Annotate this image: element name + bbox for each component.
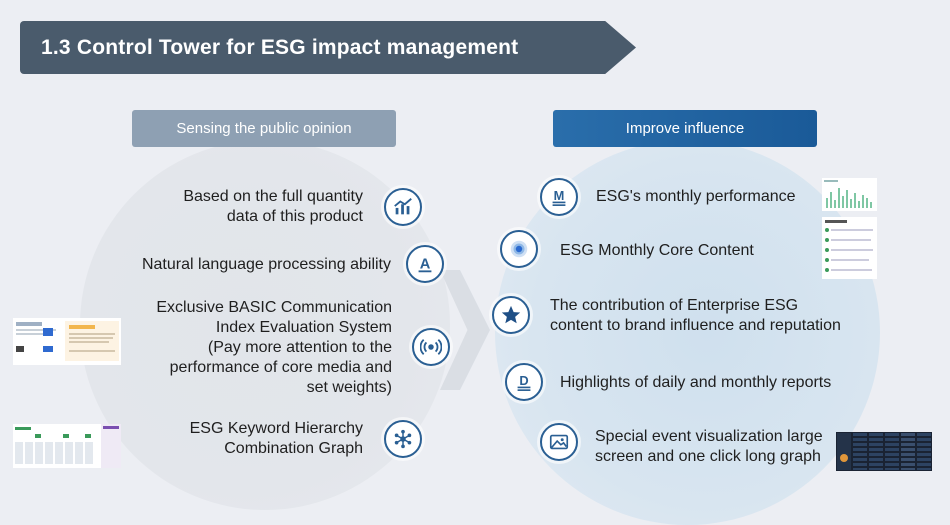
text-line: Index Evaluation System [215, 319, 392, 336]
monthly-chart-thumbnail [822, 178, 877, 211]
left-item-3-text: Exclusive BASIC Communication Index Eval… [156, 298, 392, 398]
image-icon [540, 423, 578, 461]
keyword-graph-thumbnail [13, 424, 121, 468]
text-line: Special event visualization large [595, 428, 823, 445]
title-banner [20, 21, 636, 74]
report-thumbnail [13, 318, 121, 365]
text-line: Based on the full quantity [183, 188, 363, 205]
right-item-1-text: ESG's monthly performance [596, 187, 796, 207]
left-item-4-text: ESG Keyword Hierarchy Combination Graph [190, 419, 363, 459]
text-line: Combination Graph [224, 440, 363, 457]
left-item-1-text: Based on the full quantity data of this … [183, 187, 363, 227]
letter-d-icon: D [505, 363, 543, 401]
text-line: ESG Monthly Core Content [560, 242, 754, 259]
left-section-header: Sensing the public opinion [132, 110, 396, 147]
broadcast-icon [412, 328, 450, 366]
text-line: Exclusive BASIC Communication [156, 299, 392, 316]
right-item-3-text: The contribution of Enterprise ESG conte… [550, 296, 841, 336]
right-item-5-text: Special event visualization large screen… [595, 427, 823, 467]
text-line: content to brand influence and reputatio… [550, 317, 841, 334]
text-line: performance of core media and [169, 359, 392, 376]
text-line: set weights) [306, 379, 392, 396]
letter-m-icon: M [540, 178, 578, 216]
bar-chart-icon [384, 188, 422, 226]
text-line: screen and one click long graph [595, 448, 821, 465]
svg-text:M: M [554, 188, 565, 203]
target-icon [500, 230, 538, 268]
network-graph-icon [384, 420, 422, 458]
letter-a-icon: A [406, 245, 444, 283]
text-line: Highlights of daily and monthly reports [560, 374, 832, 391]
page-title: 1.3 Control Tower for ESG impact managem… [41, 36, 519, 59]
right-item-4-text: Highlights of daily and monthly reports [560, 373, 831, 393]
text-line: The contribution of Enterprise ESG [550, 297, 799, 314]
svg-text:D: D [519, 373, 528, 388]
left-item-2-text: Natural language processing ability [142, 255, 391, 275]
text-line: data of this product [226, 208, 363, 225]
text-line: (Pay more attention to the [207, 339, 392, 356]
text-line: Natural language processing ability [141, 256, 391, 273]
right-section-header: Improve influence [553, 110, 817, 147]
right-item-2-text: ESG Monthly Core Content [560, 241, 754, 261]
dashboard-screens-thumbnail [836, 432, 932, 471]
star-icon [492, 296, 530, 334]
text-line: ESG's monthly performance [596, 188, 796, 205]
monthly-content-thumbnail [822, 217, 877, 279]
svg-text:A: A [420, 257, 431, 273]
text-line: ESG Keyword Hierarchy [189, 420, 363, 437]
